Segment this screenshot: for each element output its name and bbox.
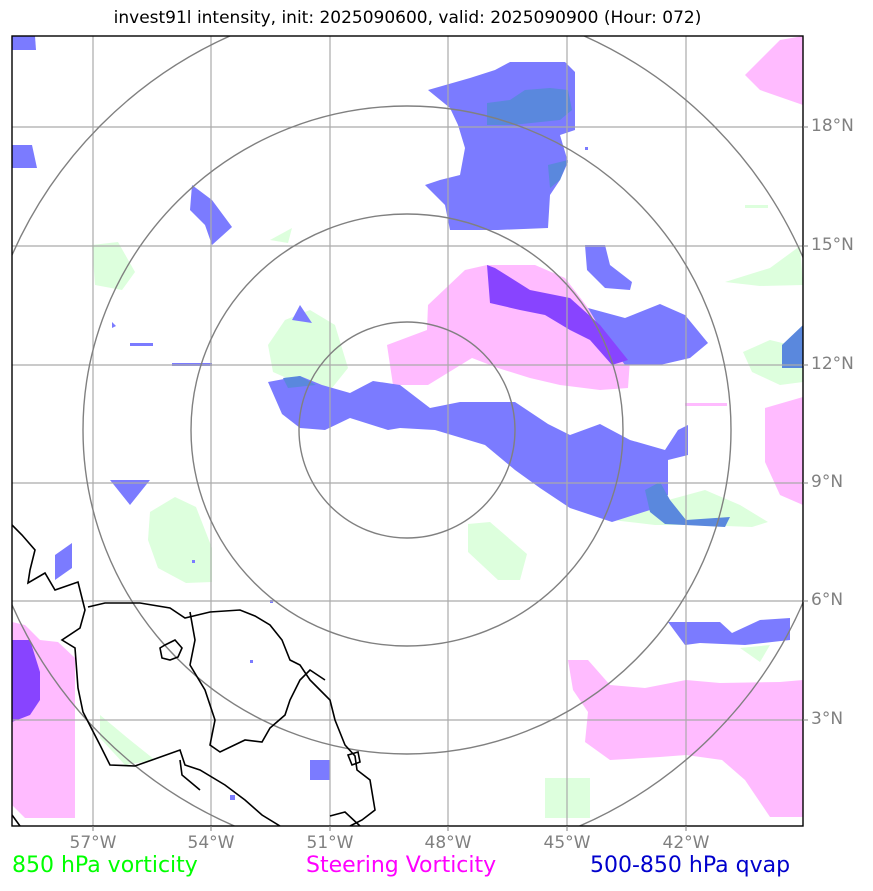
map-title: invest91l intensity, init: 2025090600, v… bbox=[113, 8, 702, 28]
qvap-steering-overlap bbox=[12, 265, 628, 722]
gridlines bbox=[12, 36, 803, 826]
lon-label-57w: 57°W bbox=[69, 833, 117, 853]
legend-qvap: 500-850 hPa qvap bbox=[590, 853, 791, 878]
range-rings bbox=[12, 36, 803, 826]
lon-label-51w: 51°W bbox=[306, 833, 354, 853]
lat-label-6n: 6°N bbox=[811, 590, 844, 610]
lat-label-18n: 18°N bbox=[811, 116, 854, 136]
legend-vorticity-850: 850 hPa vorticity bbox=[12, 853, 198, 878]
lon-label-54w: 54°W bbox=[187, 833, 235, 853]
lat-label-15n: 15°N bbox=[811, 235, 854, 255]
legend-steering-vorticity: Steering Vorticity bbox=[306, 853, 497, 878]
lat-label-9n: 9°N bbox=[811, 472, 844, 492]
lon-label-42w: 42°W bbox=[662, 833, 710, 853]
coastlines bbox=[12, 524, 376, 826]
lat-label-3n: 3°N bbox=[811, 709, 844, 729]
lat-ticks bbox=[803, 126, 808, 721]
lat-label-12n: 12°N bbox=[811, 354, 854, 374]
qvap-vorticity-overlap bbox=[283, 88, 803, 527]
lon-label-45w: 45°W bbox=[543, 833, 591, 853]
lon-label-48w: 48°W bbox=[424, 833, 472, 853]
lon-ticks bbox=[92, 826, 687, 831]
vorticity-850-shading bbox=[92, 205, 803, 818]
